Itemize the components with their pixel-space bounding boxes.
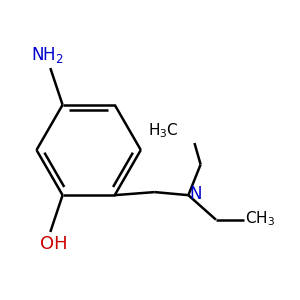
- Text: OH: OH: [40, 235, 67, 253]
- Text: N: N: [190, 184, 203, 202]
- Text: NH$_2$: NH$_2$: [31, 45, 64, 65]
- Text: H$_3$C: H$_3$C: [148, 121, 179, 140]
- Text: CH$_3$: CH$_3$: [245, 209, 275, 227]
